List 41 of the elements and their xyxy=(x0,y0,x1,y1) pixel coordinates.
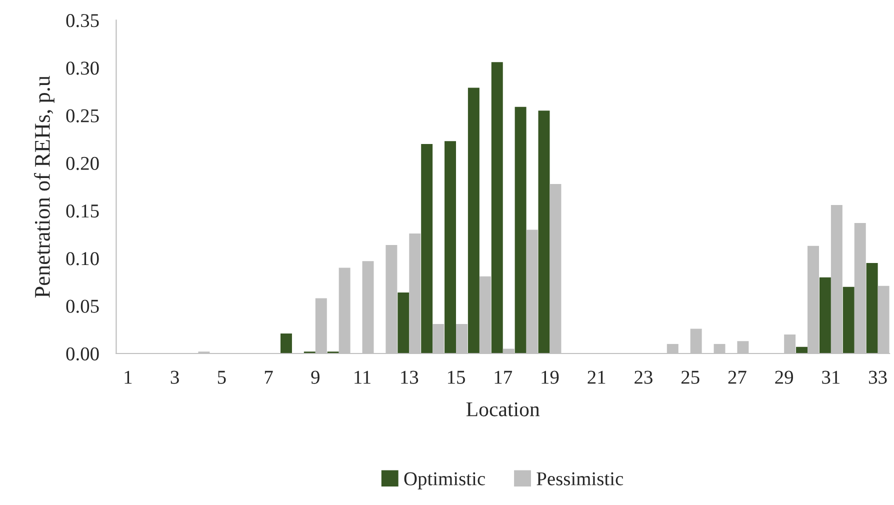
y-tick-label: 0.30 xyxy=(66,62,99,75)
y-tick-label: 0.05 xyxy=(66,300,99,313)
bar xyxy=(468,88,480,354)
x-tick-label: 21 xyxy=(588,370,606,384)
bar xyxy=(514,106,526,354)
x-tick-label: 9 xyxy=(311,370,320,384)
x-tick-label: 19 xyxy=(542,370,559,384)
y-tick-label: 0.20 xyxy=(66,156,99,170)
x-tick-label: 5 xyxy=(218,370,226,384)
bar xyxy=(866,263,878,354)
x-tick-label: 31 xyxy=(822,370,840,384)
x-axis-title: Location xyxy=(466,402,540,416)
bar xyxy=(398,292,410,354)
bar xyxy=(444,141,456,354)
x-tick-label: 17 xyxy=(494,370,512,384)
x-tick-label: 7 xyxy=(264,370,273,384)
y-axis-title: Penetration of REHs, p.u xyxy=(34,76,54,298)
x-tick-label: 1 xyxy=(124,370,132,384)
x-tick-label: 15 xyxy=(448,370,465,384)
bar xyxy=(491,62,503,354)
x-tick-label: 33 xyxy=(869,370,887,384)
bar xyxy=(538,110,550,354)
bar xyxy=(796,346,808,354)
bar xyxy=(819,277,831,354)
x-tick-label: 11 xyxy=(354,370,370,384)
legend-label: Optimistic xyxy=(404,472,485,490)
x-tick-label: 29 xyxy=(775,370,794,384)
x-tick-label: 27 xyxy=(728,370,746,384)
bar xyxy=(421,144,433,354)
y-tick-label: 0.15 xyxy=(66,204,99,218)
y-tick-label: 0.10 xyxy=(66,252,99,266)
x-tick-label: 23 xyxy=(634,370,652,384)
bar xyxy=(280,334,292,354)
x-tick-label: 25 xyxy=(681,370,700,384)
y-tick-label: 0.25 xyxy=(66,109,99,122)
x-tick-label: 13 xyxy=(401,370,418,384)
legend-label: Pessimistic xyxy=(536,472,624,486)
y-tick-label: 0.00 xyxy=(66,347,99,361)
x-tick-label: 3 xyxy=(170,370,179,384)
bar xyxy=(842,286,854,354)
y-tick-label: 0.35 xyxy=(66,14,99,28)
